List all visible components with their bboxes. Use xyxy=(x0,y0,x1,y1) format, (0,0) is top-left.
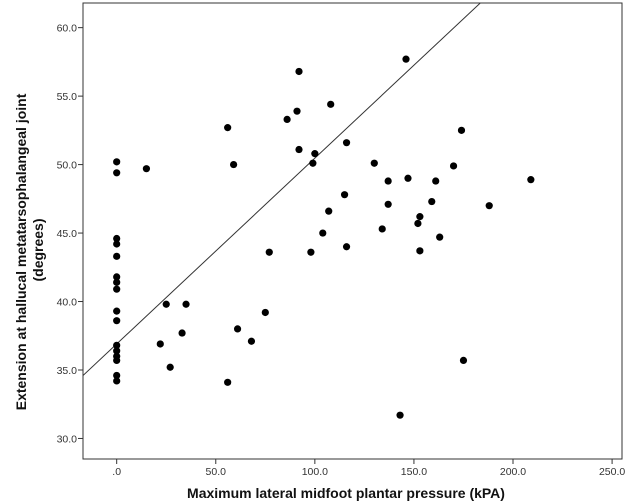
data-point xyxy=(416,213,424,221)
fit-line xyxy=(83,3,482,376)
data-point xyxy=(166,363,174,371)
data-point xyxy=(327,100,335,108)
data-point xyxy=(370,159,378,167)
data-point xyxy=(113,356,121,365)
y-axis-ticks: 30.0 35.0 40.0 45.0 50.0 55.0 60.0 xyxy=(57,23,83,445)
data-point xyxy=(113,307,121,315)
data-point xyxy=(230,160,238,169)
y-tick-label: 45.0 xyxy=(57,228,78,240)
fit-line-group xyxy=(83,3,482,376)
y-axis-title-line-2: (degrees) xyxy=(30,218,46,281)
x-axis-ticks: .0 50.0 100.0 150.0 200.0 250.0 xyxy=(112,459,625,478)
x-tick-label: 150.0 xyxy=(401,466,427,478)
data-point xyxy=(307,248,315,256)
data-point xyxy=(485,202,493,210)
data-point xyxy=(378,225,386,233)
data-point xyxy=(113,234,121,243)
data-point xyxy=(432,177,440,185)
data-point xyxy=(283,115,291,123)
y-tick-label: 60.0 xyxy=(57,23,78,35)
data-point xyxy=(113,169,121,177)
data-point xyxy=(309,159,317,167)
data-point xyxy=(113,377,121,385)
data-point xyxy=(428,197,436,206)
data-point xyxy=(311,150,319,158)
y-tick-label: 55.0 xyxy=(57,91,78,103)
data-point xyxy=(113,273,121,281)
data-point xyxy=(396,411,404,419)
data-point xyxy=(527,176,535,184)
data-point xyxy=(402,55,410,63)
data-point xyxy=(113,371,121,380)
data-point xyxy=(142,165,151,173)
data-point xyxy=(325,207,333,215)
y-tick-label: 30.0 xyxy=(57,433,78,445)
data-point xyxy=(459,356,468,365)
data-point xyxy=(113,341,121,349)
data-point xyxy=(247,337,256,345)
data-point xyxy=(265,248,273,256)
data-point xyxy=(156,340,164,348)
y-tick-label: 35.0 xyxy=(57,365,78,377)
data-point xyxy=(113,252,121,260)
x-tick-label: 200.0 xyxy=(500,466,526,478)
data-point xyxy=(295,67,303,76)
data-point xyxy=(113,240,121,248)
plot-frame-group xyxy=(82,2,623,460)
data-point xyxy=(233,325,242,333)
data-point xyxy=(342,243,351,251)
x-tick-label: 250.0 xyxy=(599,466,625,478)
data-point xyxy=(293,107,301,115)
y-axis-title: Extension at hallucal metatarsophalangea… xyxy=(13,90,46,411)
data-point xyxy=(261,308,269,317)
data-point xyxy=(340,191,349,199)
y-tick-label: 50.0 xyxy=(57,160,78,172)
data-point xyxy=(113,347,121,355)
data-point xyxy=(295,145,303,154)
data-point xyxy=(113,278,121,286)
data-point xyxy=(162,300,170,308)
data-point xyxy=(384,177,392,185)
data-point xyxy=(182,300,190,308)
data-point xyxy=(404,174,412,182)
data-point xyxy=(113,158,121,166)
data-point xyxy=(224,124,232,132)
x-tick-label: 50.0 xyxy=(206,466,227,478)
x-tick-label: 100.0 xyxy=(302,466,328,478)
y-tick-label: 40.0 xyxy=(57,297,78,309)
data-point xyxy=(319,229,327,237)
y-axis-title-line-1: Extension at hallucal metatarsophalangea… xyxy=(13,93,29,410)
data-point xyxy=(457,126,466,134)
data-point xyxy=(224,378,232,386)
data-point xyxy=(113,285,121,293)
data-point xyxy=(113,317,121,325)
data-point xyxy=(178,329,186,337)
data-point xyxy=(449,162,458,170)
data-point xyxy=(416,247,424,255)
x-tick-label: .0 xyxy=(112,466,121,478)
plot-frame xyxy=(82,2,623,460)
data-point xyxy=(384,200,392,208)
data-points xyxy=(113,55,535,419)
x-axis-title: Maximum lateral midfoot plantar pressure… xyxy=(187,485,505,501)
data-point xyxy=(436,233,444,241)
data-point xyxy=(414,219,422,228)
data-point xyxy=(342,139,351,147)
